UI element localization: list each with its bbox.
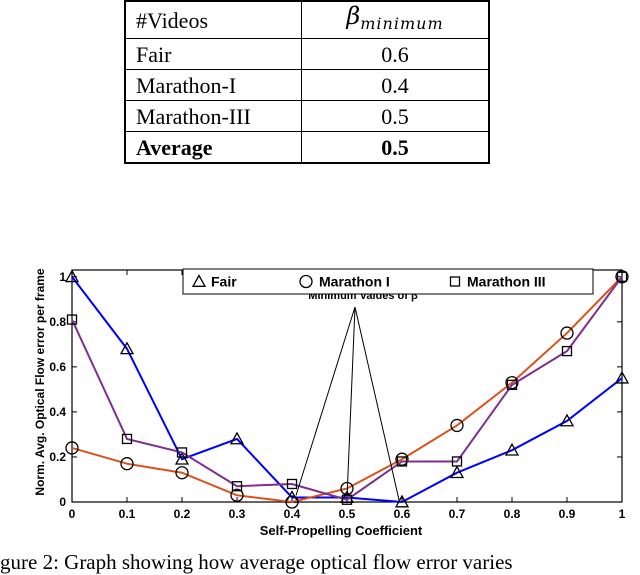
series-line bbox=[71, 276, 623, 501]
row-value: 0.6 bbox=[301, 38, 490, 70]
x-tick-label: 0.6 bbox=[394, 507, 411, 521]
triangle-marker bbox=[174, 451, 190, 465]
row-label: Marathon-III bbox=[124, 100, 302, 132]
square-marker bbox=[451, 456, 463, 467]
square-marker bbox=[66, 314, 78, 325]
x-tick-label: 0.8 bbox=[504, 507, 521, 521]
series-marathon-i bbox=[65, 270, 629, 509]
table-header-row: #Videos βminimum bbox=[124, 0, 490, 39]
legend-label: Fair bbox=[211, 274, 237, 290]
triangle-marker bbox=[559, 413, 575, 427]
circle-marker bbox=[120, 457, 134, 471]
circle-marker bbox=[230, 488, 244, 502]
square-marker bbox=[616, 271, 628, 282]
table-row-average: Average 0.5 bbox=[124, 131, 490, 164]
beta-subscript: minimum bbox=[360, 14, 444, 33]
series-marathon-iii bbox=[66, 271, 628, 505]
header-videos: #Videos bbox=[124, 0, 302, 39]
table-row: Fair 0.6 bbox=[124, 38, 490, 70]
annotation-arrow bbox=[354, 306, 400, 501]
beta-symbol: β bbox=[346, 2, 361, 30]
circle-marker bbox=[65, 441, 79, 455]
axis-labels: 0 0.1 0.2 0.3 0.4 0.5 0.6 0.7 0.8 0.9 1 0 0.2 0.4 0.6 0… bbox=[33, 268, 626, 538]
triangle-marker bbox=[229, 431, 245, 445]
circle-marker bbox=[299, 274, 313, 289]
row-label: Average bbox=[124, 131, 302, 164]
x-tick-label: 0.4 bbox=[284, 507, 301, 521]
table-row: Marathon-III 0.5 bbox=[124, 100, 490, 132]
legend: Fair Marathon I Marathon III bbox=[182, 268, 594, 295]
optical-flow-error-chart: Minimum Values of β Fair Marathon I Marath… bbox=[33, 268, 630, 538]
figure-caption: gure 2: Graph showing how average optica… bbox=[0, 550, 513, 574]
table-row: Marathon-I 0.4 bbox=[124, 69, 490, 101]
x-tick-label: 0.5 bbox=[339, 507, 356, 521]
x-axis-label: Self-Propelling Coefficient bbox=[260, 523, 423, 538]
row-label: Marathon-I bbox=[124, 69, 302, 101]
plot-frame bbox=[71, 269, 623, 503]
series-fair bbox=[64, 269, 630, 508]
y-axis-label: Norm. Avg. Optical Flow error per frame bbox=[33, 268, 47, 495]
square-marker bbox=[121, 433, 133, 445]
y-tick-label: 0 bbox=[59, 495, 66, 509]
legend-label: Marathon I bbox=[319, 274, 390, 290]
axes-frame bbox=[71, 269, 623, 503]
x-tick-label: 0.2 bbox=[174, 507, 191, 521]
row-value: 0.5 bbox=[301, 131, 490, 164]
triangle-marker bbox=[191, 274, 207, 287]
beta-minimum-table: #Videos βminimum Fair 0.6 Marathon-I 0.4… bbox=[124, 0, 490, 164]
circle-marker bbox=[285, 495, 299, 509]
annotation-arrow bbox=[346, 306, 356, 498]
row-value: 0.5 bbox=[301, 100, 490, 132]
square-marker bbox=[506, 379, 518, 391]
triangle-marker bbox=[504, 442, 520, 456]
square-marker bbox=[396, 456, 408, 467]
series-line bbox=[71, 276, 623, 504]
square-marker bbox=[286, 478, 298, 490]
y-tick-label: 1 bbox=[59, 270, 66, 284]
series-layer bbox=[64, 269, 630, 509]
triangle-marker bbox=[449, 465, 465, 479]
circle-marker bbox=[175, 466, 189, 480]
circle-marker bbox=[615, 270, 629, 284]
square-marker bbox=[231, 481, 243, 492]
annotation-arrow bbox=[295, 306, 356, 496]
x-tick-label: 0.9 bbox=[559, 507, 576, 521]
x-tick-label: 0.1 bbox=[119, 507, 136, 521]
x-tick-label: 0.3 bbox=[229, 507, 246, 521]
circle-marker bbox=[395, 452, 409, 466]
header-beta-minimum: βminimum bbox=[301, 0, 490, 39]
y-tick-label: 0.4 bbox=[49, 405, 66, 419]
circle-marker bbox=[505, 375, 519, 390]
triangle-marker bbox=[394, 494, 410, 508]
circle-marker bbox=[450, 418, 464, 433]
square-marker bbox=[449, 276, 461, 287]
annotation: Minimum Values of β bbox=[295, 290, 418, 501]
x-tick-label: 0 bbox=[69, 507, 76, 521]
legend-label: Marathon III bbox=[467, 274, 546, 290]
triangle-marker bbox=[614, 370, 630, 384]
square-marker bbox=[561, 345, 573, 357]
x-tick-label: 0.7 bbox=[449, 507, 466, 521]
square-marker bbox=[176, 447, 188, 458]
triangle-marker bbox=[64, 269, 80, 283]
x-tick-label: 1 bbox=[619, 507, 626, 521]
row-value: 0.4 bbox=[301, 69, 490, 101]
row-label: Fair bbox=[124, 38, 302, 70]
triangle-marker bbox=[119, 341, 135, 355]
y-tick-label: 0.6 bbox=[49, 360, 66, 374]
y-tick-label: 0.2 bbox=[49, 450, 66, 464]
legend-box bbox=[182, 268, 594, 295]
circle-marker bbox=[560, 326, 574, 340]
y-tick-label: 0.8 bbox=[49, 315, 66, 329]
